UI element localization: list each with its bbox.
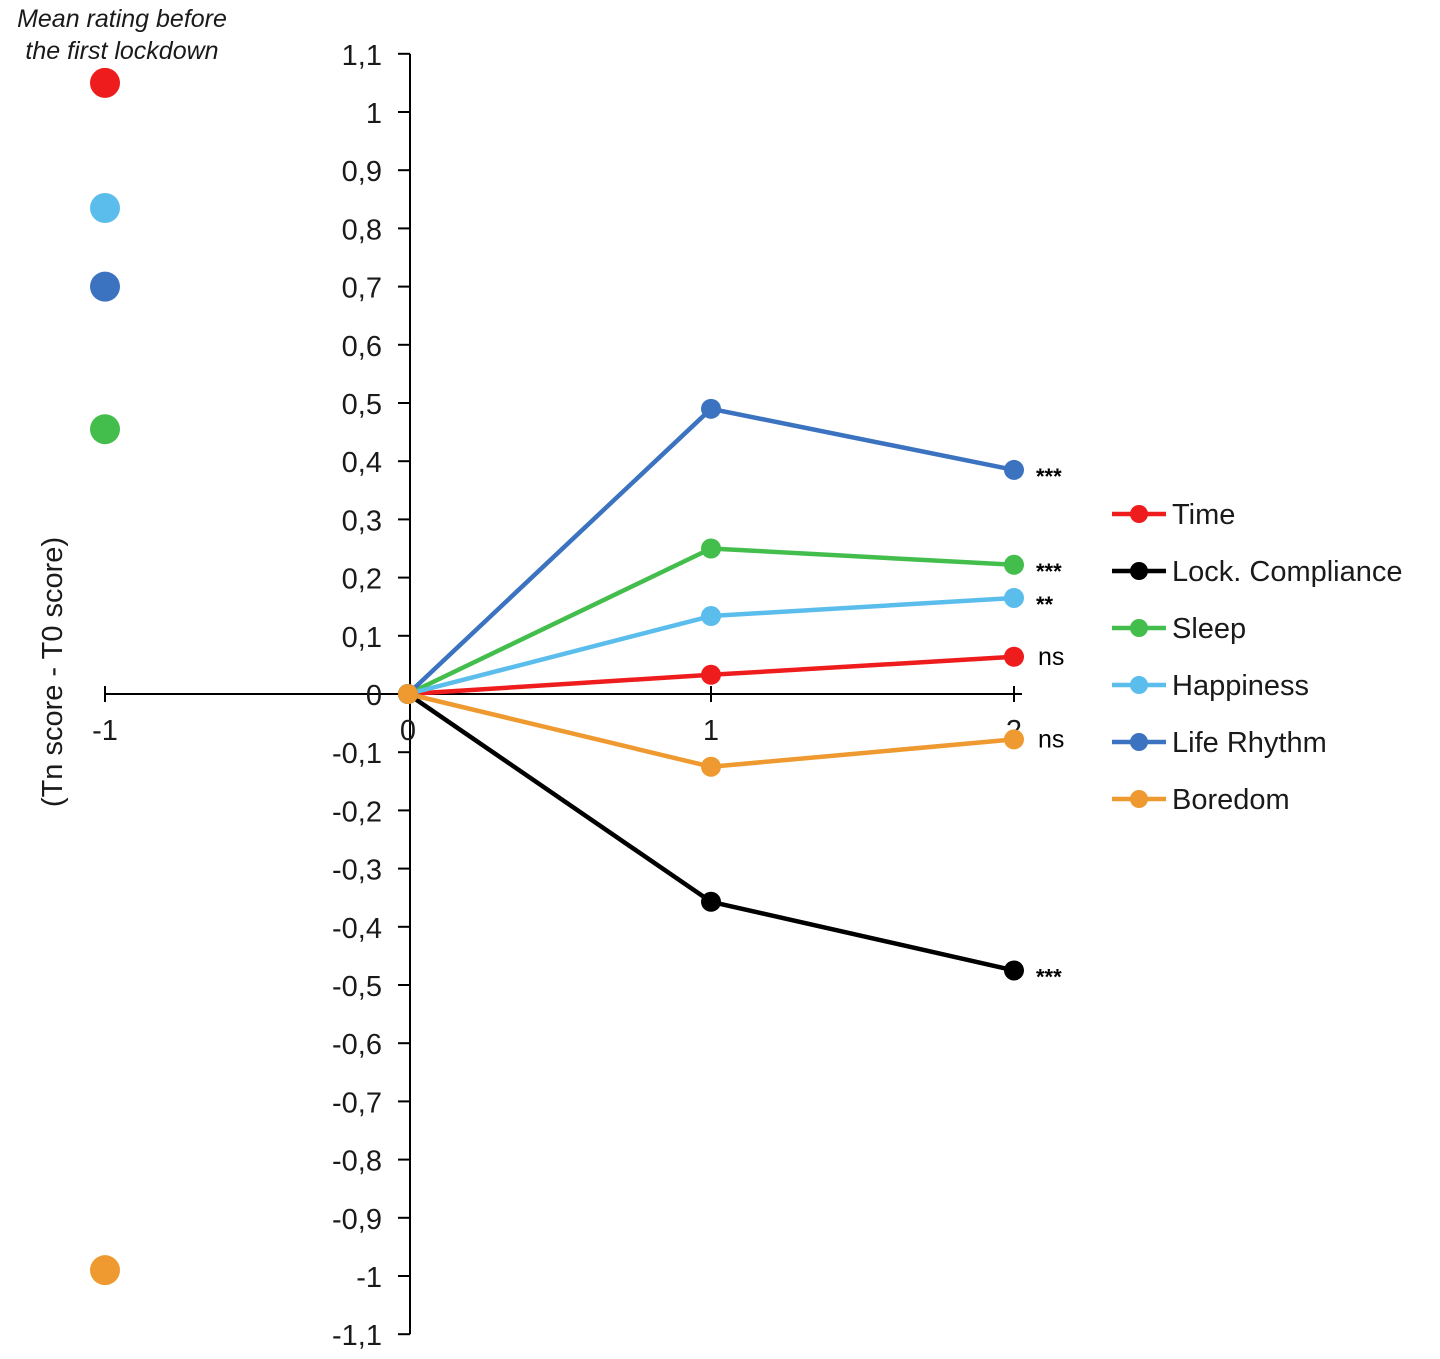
legend-label-boredom: Boredom	[1172, 784, 1290, 816]
y-tick-label: -0,1	[332, 738, 382, 770]
legend-label-life-rhythm: Life Rhythm	[1172, 727, 1327, 759]
legend-label-lock-compliance: Lock. Compliance	[1172, 556, 1403, 588]
y-axis-title: (Tn score - T0 score)	[37, 537, 69, 807]
y-tick-label: 0,9	[342, 156, 382, 188]
x-tick-label: 0	[400, 715, 416, 747]
legend-marker-boredom	[1130, 790, 1148, 808]
baseline-note-line2: the first lockdown	[25, 37, 218, 65]
baseline-dot-sleep	[90, 414, 120, 445]
y-tick-label: -0,8	[332, 1146, 382, 1178]
data-point-time	[701, 664, 721, 685]
data-point-sleep	[701, 538, 721, 559]
legend-label-happiness: Happiness	[1172, 670, 1309, 702]
legend-marker-time	[1130, 505, 1148, 523]
significance-label: **	[1036, 592, 1054, 617]
baseline-dot-happiness	[90, 193, 120, 224]
y-tick-label: 0,5	[342, 389, 382, 421]
legend-marker-lock-compliance	[1130, 562, 1148, 580]
y-tick-label: 1	[366, 98, 382, 130]
data-point-life-rhythm	[1004, 459, 1024, 480]
x-axis-ticks: -1012	[92, 686, 1022, 747]
data-point-time	[1004, 646, 1024, 667]
y-tick-label: 0,4	[342, 447, 382, 479]
y-tick-label: 1,1	[342, 40, 382, 72]
data-point-boredom	[701, 756, 721, 777]
y-tick-label: -0,4	[332, 913, 382, 945]
significance-label: ns	[1038, 643, 1064, 671]
y-tick-label: -0,6	[332, 1029, 382, 1061]
legend: Time Lock. Compliance Sleep Happiness Life R…	[1112, 499, 1403, 816]
data-point-happiness	[701, 606, 721, 627]
legend-label-time: Time	[1172, 499, 1235, 531]
y-tick-label: -0,9	[332, 1204, 382, 1236]
y-axis-ticks: 1,1 1 0,9 0,8 0,7 0,6 0,5 0,4 0,3 0,2 0,1 0 -0,1 -0,2…	[332, 40, 410, 1352]
baseline-dots	[90, 67, 120, 1286]
y-tick-label: -0,7	[332, 1087, 382, 1119]
y-tick-label: 0	[366, 680, 382, 712]
data-point-lock-compliance	[1004, 960, 1024, 981]
y-tick-label: 0,7	[342, 273, 382, 305]
axes	[105, 53, 1022, 1335]
data-point-happiness	[1004, 587, 1024, 608]
y-tick-label: 0,3	[342, 505, 382, 537]
significance-label: ***	[1036, 964, 1062, 989]
legend-label-sleep: Sleep	[1172, 613, 1246, 645]
significance-labels: ns***********ns	[1036, 464, 1064, 990]
y-tick-label: 0,6	[342, 331, 382, 363]
legend-marker-life-rhythm	[1130, 733, 1148, 751]
y-tick-label: 0,2	[342, 564, 382, 596]
y-tick-label: 0,8	[342, 214, 382, 246]
data-point-boredom	[398, 684, 418, 704]
legend-marker-sleep	[1130, 619, 1148, 637]
legend-marker-happiness	[1130, 676, 1148, 694]
data-point-boredom	[1004, 729, 1024, 750]
y-tick-label: -1,1	[332, 1320, 382, 1352]
y-tick-label: -1	[356, 1262, 382, 1294]
baseline-dot-time	[90, 67, 120, 98]
series-layer	[398, 398, 1024, 981]
baseline-dot-boredom	[90, 1255, 120, 1286]
significance-label: ns	[1038, 725, 1064, 753]
baseline-dot-life-rhythm	[90, 271, 120, 302]
data-point-life-rhythm	[701, 398, 721, 419]
significance-label: ***	[1036, 464, 1062, 489]
y-tick-label: -0,2	[332, 796, 382, 828]
x-tick-label: -1	[92, 715, 118, 747]
baseline-note-line1: Mean rating before	[17, 5, 227, 33]
y-tick-label: -0,5	[332, 971, 382, 1003]
y-tick-label: -0,3	[332, 855, 382, 887]
x-tick-label: 1	[703, 715, 719, 747]
data-point-sleep	[1004, 554, 1024, 575]
y-tick-label: 0,1	[342, 622, 382, 654]
data-point-lock-compliance	[701, 891, 721, 912]
significance-label: ***	[1036, 559, 1062, 584]
